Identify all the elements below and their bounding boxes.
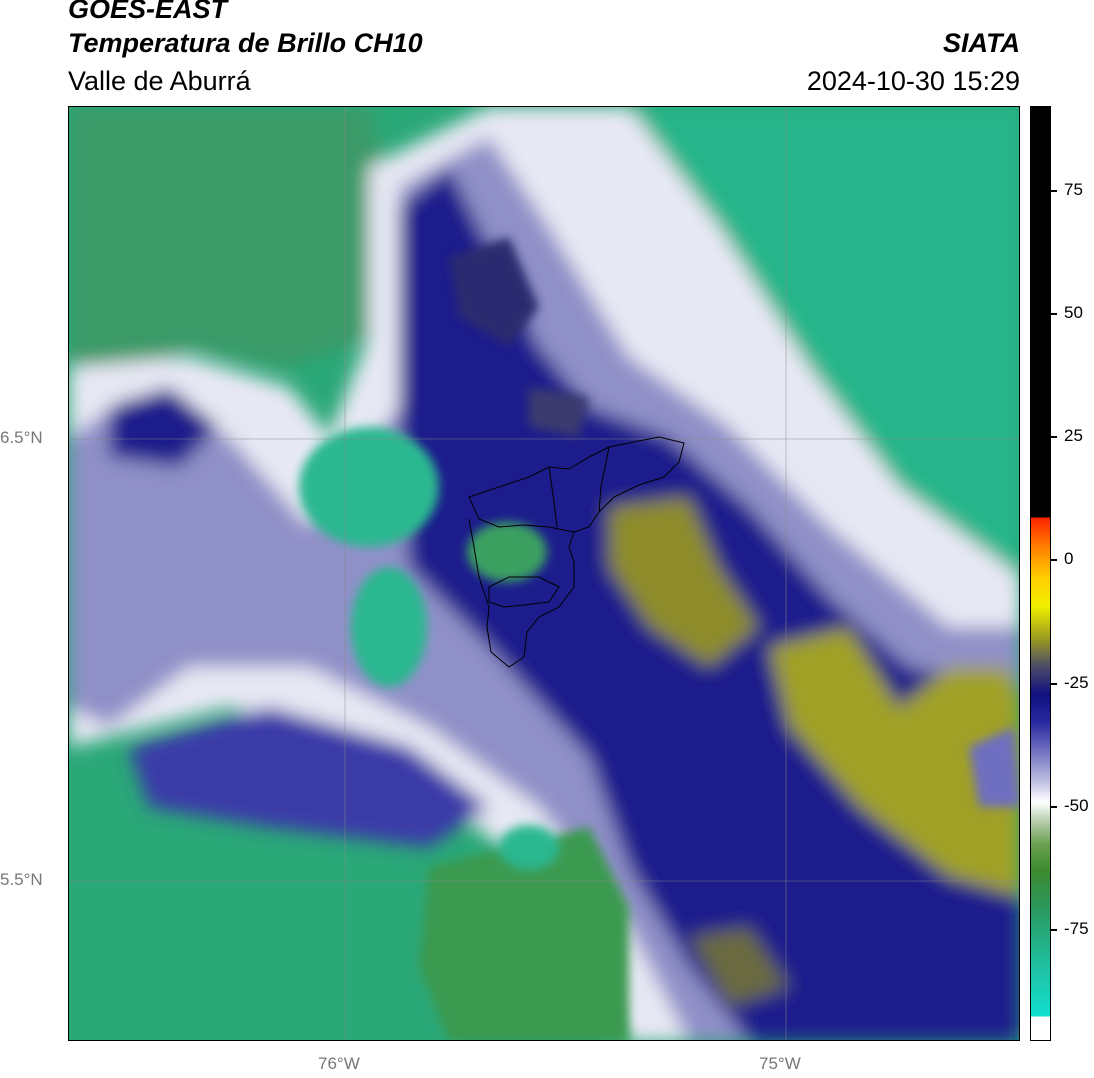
valle-aburra-boundaries	[468, 436, 685, 668]
lon-label-76: 76°W	[318, 1054, 360, 1073]
colorbar-label: 50	[1064, 303, 1083, 322]
warm-pocket-south	[499, 825, 559, 869]
lat-label-6-5: 6.5°N	[0, 428, 43, 447]
warm-pocket-northwest	[299, 427, 439, 547]
boundary-division-2	[598, 446, 610, 513]
cold-top-olive-1	[609, 497, 759, 667]
dark-top-center	[529, 387, 589, 437]
warm-pocket-west	[351, 567, 427, 687]
product-title: Temperatura de Brillo CH10	[68, 28, 423, 58]
colorbar-label: -50	[1064, 796, 1089, 815]
colorbar-label: -25	[1064, 673, 1089, 692]
colorbar-tick	[1051, 190, 1057, 192]
boundary-north	[468, 436, 685, 533]
cold-top-olive-2	[769, 627, 1019, 897]
lon-label-75: 75°W	[759, 1054, 801, 1073]
temperature-colorbar	[1030, 106, 1051, 1041]
lat-label-5-5: 5.5°N	[0, 870, 43, 889]
colorbar-label: 75	[1064, 180, 1083, 199]
navy-patch-west	[109, 387, 219, 467]
colorbar-tick	[1051, 806, 1057, 808]
boundary-division-1	[548, 466, 558, 528]
navy-band-southwest	[129, 707, 489, 847]
colorbar-label: -75	[1064, 919, 1089, 938]
colorbar-label: 0	[1064, 549, 1074, 568]
colorbar-tick	[1051, 436, 1057, 438]
lavender-patch-east	[969, 727, 1019, 807]
map-canvas	[69, 107, 1019, 1040]
boundary-medellin	[488, 576, 560, 608]
warm-region-south	[419, 827, 629, 1040]
warm-pocket-valley	[467, 522, 547, 582]
region-subtitle: Valle de Aburrá	[68, 66, 251, 96]
colorbar-tick	[1051, 559, 1057, 561]
green-region-nw	[69, 107, 399, 387]
colorbar-tick	[1051, 929, 1057, 931]
teal-region-ne	[629, 107, 1019, 587]
cold-top-olive-3	[689, 927, 789, 1007]
brightness-temperature-map[interactable]	[68, 106, 1020, 1041]
graticule	[69, 107, 1019, 1040]
dark-top-north	[449, 237, 539, 347]
boundary-center	[468, 518, 575, 668]
colorbar-tick	[1051, 313, 1057, 315]
datetime-label: 2024-10-30 15:29	[806, 66, 1020, 96]
satellite-title: GOES-EAST	[68, 0, 228, 24]
colorbar-label: 25	[1064, 426, 1083, 445]
org-label: SIATA	[943, 28, 1020, 58]
colorbar-tick	[1051, 683, 1057, 685]
